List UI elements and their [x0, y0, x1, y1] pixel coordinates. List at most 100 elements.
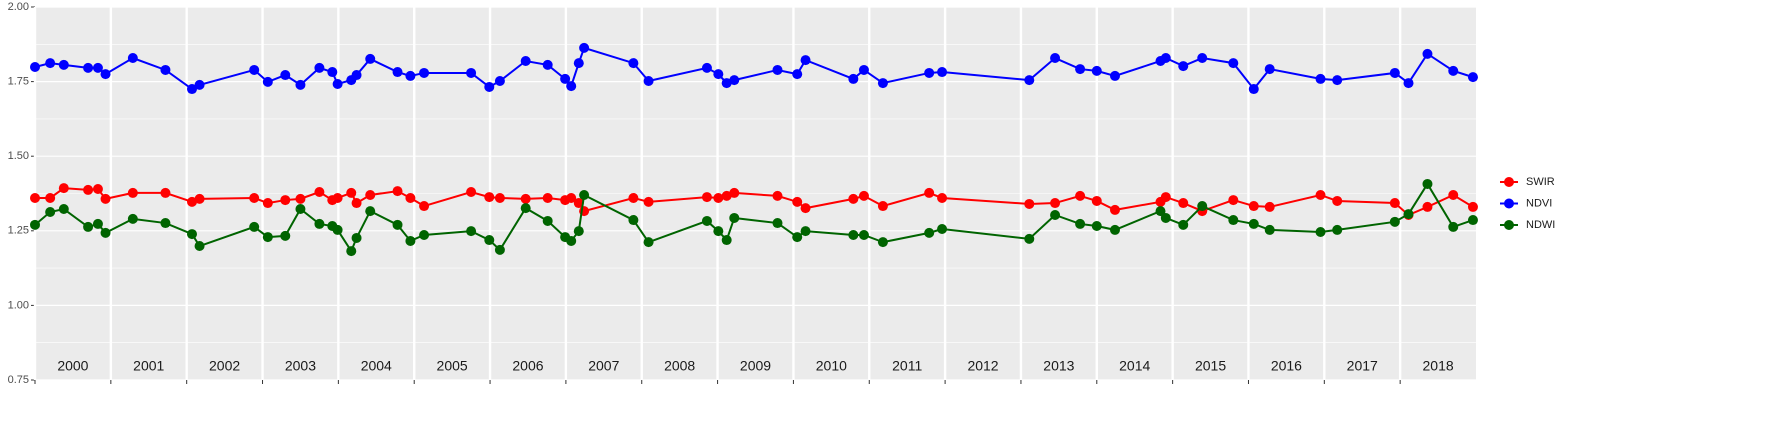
data-point	[280, 70, 291, 81]
data-point	[721, 78, 732, 89]
data-point	[772, 190, 783, 201]
legend-marker	[1504, 177, 1514, 187]
data-point	[295, 193, 306, 204]
y-tick-label: 0.75	[8, 374, 29, 386]
data-point	[484, 81, 495, 92]
data-point	[1050, 198, 1061, 209]
data-point	[419, 201, 430, 212]
legend-marker	[1504, 220, 1514, 230]
data-point	[701, 192, 712, 203]
x-tick-label: 2001	[133, 358, 164, 374]
data-point	[30, 219, 40, 230]
data-point	[1178, 198, 1189, 209]
data-point	[1050, 53, 1061, 64]
data-point	[573, 198, 584, 209]
data-point	[542, 215, 553, 226]
data-point	[1197, 53, 1208, 64]
data-point	[792, 232, 803, 243]
data-point	[392, 219, 403, 230]
y-tick-label: 1.00	[8, 299, 29, 311]
data-point	[1050, 209, 1061, 220]
data-point	[1422, 48, 1433, 59]
data-point	[351, 198, 362, 209]
data-point	[30, 192, 40, 203]
data-point	[280, 230, 291, 241]
data-point	[1228, 58, 1239, 69]
data-point	[100, 227, 111, 238]
data-point	[800, 226, 811, 237]
data-point	[351, 70, 362, 81]
data-point	[1448, 65, 1459, 76]
data-point	[1109, 224, 1120, 235]
data-point	[729, 187, 740, 198]
legend-label: NDWI	[1526, 219, 1555, 231]
data-point	[83, 62, 94, 73]
data-point	[937, 67, 948, 78]
data-point	[1248, 218, 1259, 229]
x-tick-label: 2014	[1119, 358, 1150, 374]
data-point	[560, 73, 571, 84]
data-point	[1160, 212, 1171, 223]
data-point	[127, 53, 138, 64]
data-point	[772, 64, 783, 75]
data-point	[713, 192, 724, 203]
data-point	[566, 81, 577, 92]
data-point	[1422, 201, 1433, 212]
x-tick-label: 2012	[967, 358, 998, 374]
data-point	[127, 213, 138, 224]
data-point	[1091, 221, 1102, 232]
legend-label: NDVI	[1526, 197, 1552, 209]
data-point	[314, 62, 325, 73]
data-point	[643, 196, 654, 207]
data-point	[877, 201, 888, 212]
y-tick-label: 1.25	[8, 225, 29, 237]
data-point	[924, 67, 935, 78]
data-point	[186, 229, 197, 240]
data-point	[1091, 65, 1102, 76]
data-point	[1248, 201, 1259, 212]
data-point	[701, 215, 712, 226]
data-point	[1315, 189, 1326, 200]
data-point	[194, 241, 205, 252]
data-point	[1024, 233, 1035, 244]
x-tick-label: 2006	[512, 358, 543, 374]
data-point	[314, 218, 325, 229]
x-tick-label: 2000	[57, 358, 88, 374]
data-point	[1178, 219, 1189, 230]
data-point	[1315, 73, 1326, 84]
data-point	[365, 206, 376, 217]
data-point	[713, 69, 724, 80]
data-point	[249, 221, 260, 232]
data-point	[520, 56, 531, 67]
data-point	[1160, 192, 1171, 203]
data-point	[405, 235, 416, 246]
data-point	[579, 189, 590, 200]
data-point	[419, 229, 430, 240]
data-point	[937, 192, 948, 203]
data-point	[877, 78, 888, 89]
data-point	[365, 53, 376, 64]
data-point	[346, 246, 357, 257]
data-point	[713, 226, 724, 237]
data-point	[262, 232, 273, 243]
data-point	[858, 64, 869, 75]
data-point	[1264, 201, 1275, 212]
data-point	[484, 192, 495, 203]
data-point	[327, 67, 338, 78]
data-point	[92, 218, 103, 229]
data-point	[542, 59, 553, 70]
data-point	[186, 84, 197, 95]
data-point	[772, 218, 783, 229]
data-point	[295, 204, 306, 215]
data-point	[494, 76, 505, 87]
data-point	[419, 67, 430, 78]
data-point	[643, 237, 654, 248]
data-point	[643, 76, 654, 87]
y-tick-label: 1.75	[8, 76, 29, 88]
data-point	[314, 187, 325, 198]
data-point	[1422, 178, 1433, 189]
data-point	[392, 186, 403, 197]
data-point	[937, 224, 948, 235]
data-point	[262, 76, 273, 87]
